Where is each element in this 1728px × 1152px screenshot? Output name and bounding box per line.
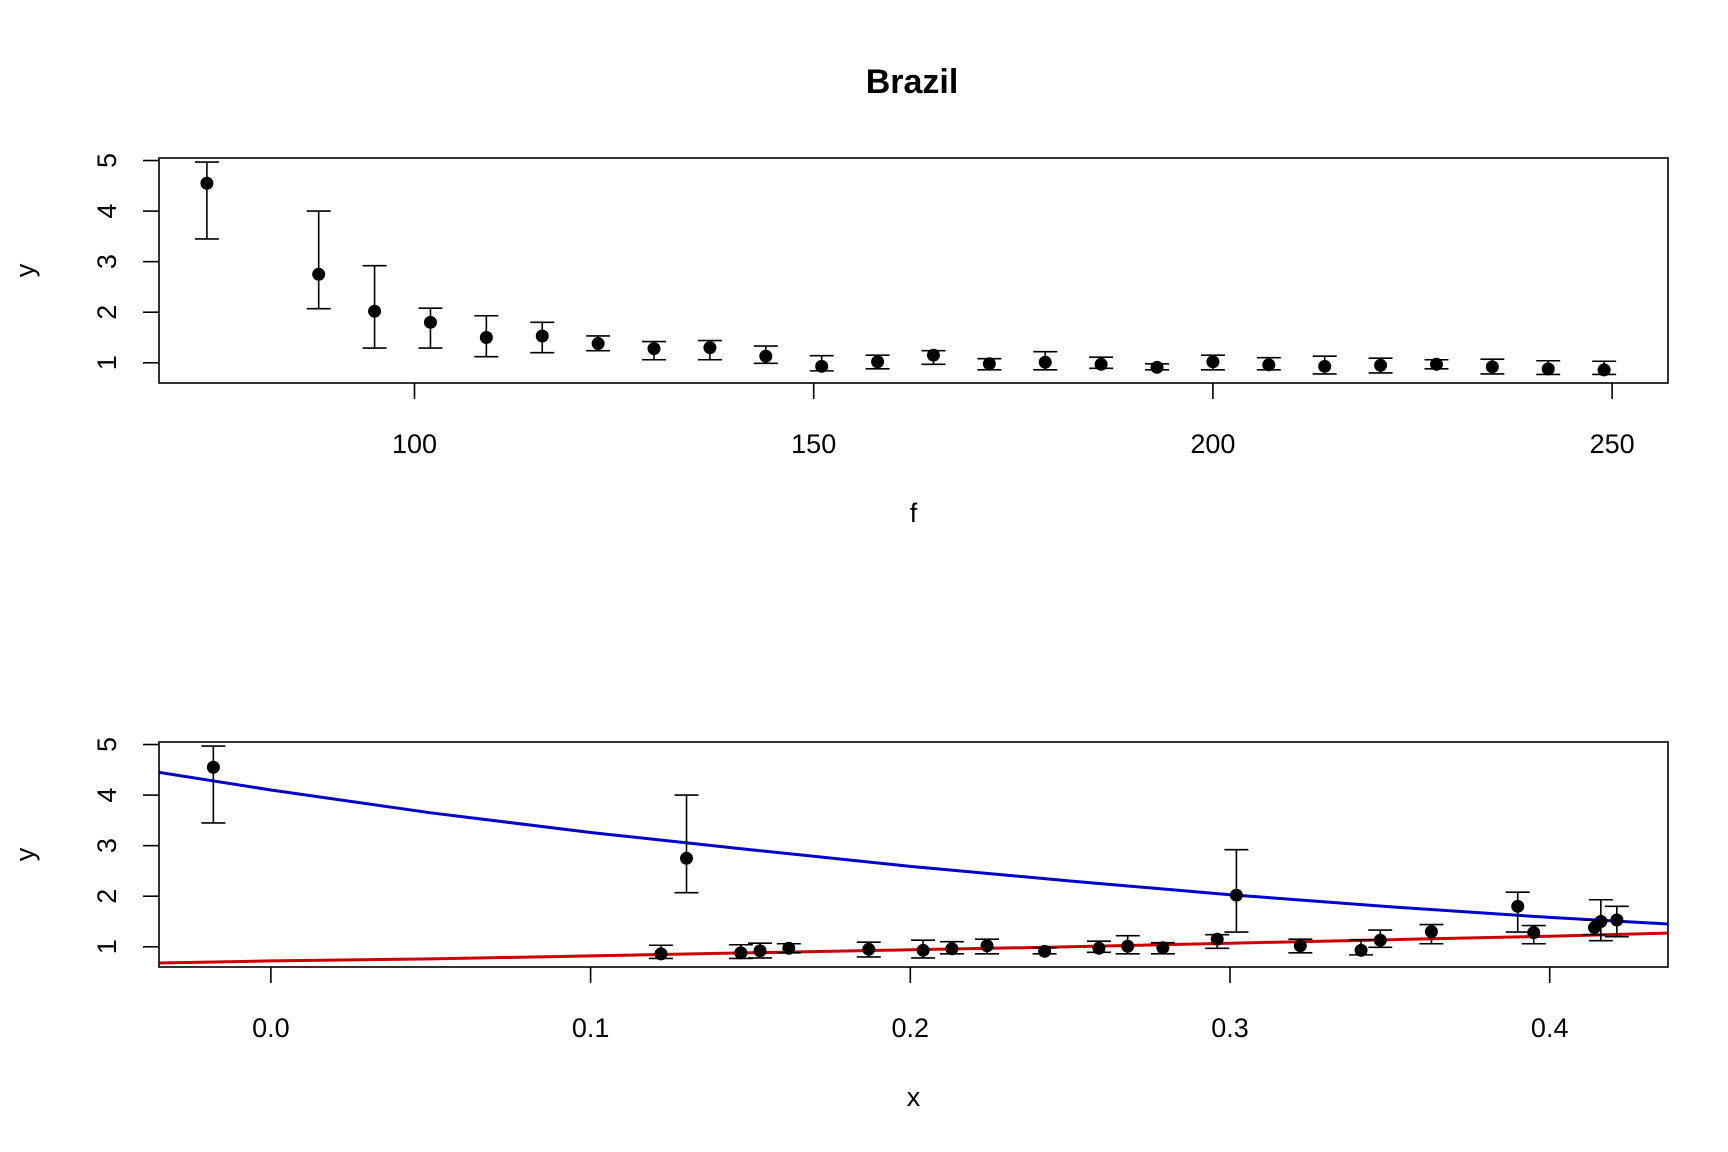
data-point <box>423 315 437 329</box>
y-tick-label: 4 <box>92 788 122 803</box>
data-point <box>703 341 717 355</box>
x-tick-label: 150 <box>791 429 836 459</box>
error-bar <box>194 161 219 240</box>
data-point <box>312 267 326 281</box>
data-point <box>479 330 493 344</box>
data-point <box>1527 926 1541 940</box>
data-point <box>753 944 767 958</box>
data-point <box>535 329 549 343</box>
data-point <box>1293 939 1307 953</box>
x-tick-label: 0.0 <box>252 1013 290 1043</box>
data-point <box>1424 925 1438 939</box>
data-point <box>1597 363 1611 377</box>
x-tick-label: 200 <box>1190 429 1235 459</box>
data-point <box>1354 943 1368 957</box>
data-point <box>368 304 382 318</box>
x-axis-label: f <box>910 498 918 528</box>
data-point <box>782 941 796 955</box>
data-point <box>980 939 994 953</box>
y-tick-label: 4 <box>92 204 122 219</box>
x-tick-label: 0.2 <box>892 1013 930 1043</box>
data-point <box>1374 358 1388 372</box>
data-point <box>759 349 773 363</box>
data-point <box>916 943 930 957</box>
data-point <box>734 946 748 960</box>
data-point <box>1210 932 1224 946</box>
y-tick-label: 1 <box>92 939 122 954</box>
data-point <box>1206 355 1220 369</box>
y-tick-label: 5 <box>92 737 122 752</box>
data-point <box>871 355 885 369</box>
plot-frame <box>158 741 1669 968</box>
fit-curve-1 <box>159 770 1668 926</box>
data-point <box>680 851 694 865</box>
x-tick-label: 250 <box>1590 429 1635 459</box>
bottom-panel: 0.0 0.1 0.2 0.3 0.4 1 2 3 4 5 x y <box>10 737 1669 1112</box>
y-tick-label: 2 <box>92 889 122 904</box>
data-point <box>982 357 996 371</box>
data-point <box>862 942 876 956</box>
x-tick-label: 100 <box>392 429 437 459</box>
data-point <box>926 348 940 362</box>
data-point <box>1610 913 1624 927</box>
top-panel: 100 150 200 250 1 2 3 4 5 f y <box>10 153 1669 528</box>
x-tick-label: 0.3 <box>1211 1013 1249 1043</box>
data-point <box>1318 359 1332 373</box>
data-point <box>1094 357 1108 371</box>
data-point <box>1121 939 1135 953</box>
data-point <box>1485 360 1499 374</box>
fit-curve-2 <box>159 931 1668 965</box>
data-point <box>815 359 829 373</box>
y-tick-label: 1 <box>92 355 122 370</box>
error-bar <box>674 794 699 894</box>
x-tick-label: 0.1 <box>572 1013 610 1043</box>
y-axis-label: y <box>10 847 40 861</box>
y-tick-label: 5 <box>92 153 122 168</box>
y-tick-label: 2 <box>92 305 122 320</box>
data-point <box>591 337 605 351</box>
error-bar <box>201 745 226 824</box>
y-axis-label: y <box>10 263 40 277</box>
data-point <box>945 942 959 956</box>
y-tick-label: 3 <box>92 838 122 853</box>
data-point <box>654 947 668 961</box>
data-point <box>1156 941 1170 955</box>
data-point <box>1038 355 1052 369</box>
data-point <box>1541 362 1555 376</box>
data-point <box>206 760 220 774</box>
chart-title: Brazil <box>866 63 959 101</box>
data-point <box>1373 933 1387 947</box>
data-point <box>1429 357 1443 371</box>
data-point <box>1229 888 1243 902</box>
data-point <box>1150 360 1164 374</box>
data-point <box>1038 944 1052 958</box>
data-point <box>200 176 214 190</box>
x-axis-label: x <box>907 1082 921 1112</box>
x-tick-label: 0.4 <box>1531 1013 1569 1043</box>
data-point <box>1511 899 1525 913</box>
data-point <box>1587 921 1601 935</box>
error-bar <box>306 210 331 310</box>
plot-frame <box>158 157 1669 384</box>
data-point <box>1262 358 1276 372</box>
data-point <box>1092 941 1106 955</box>
data-point <box>647 342 661 356</box>
y-tick-label: 3 <box>92 254 122 269</box>
